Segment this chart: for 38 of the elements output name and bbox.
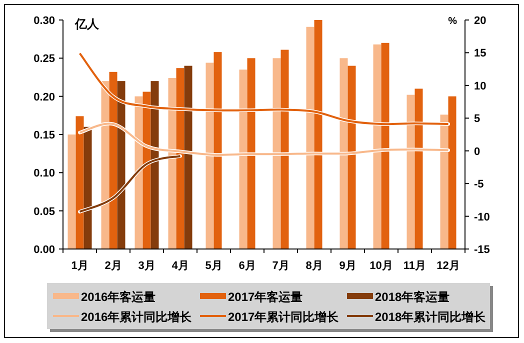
bar (76, 116, 84, 249)
y2-tick-label: 15 (474, 48, 486, 60)
legend-label: 2017年客运量 (228, 290, 303, 304)
legend-label: 2016年客运量 (81, 290, 156, 304)
x-tick-label: 7月 (272, 260, 290, 272)
y2-tick-label: 10 (474, 80, 486, 92)
legend-label: 2018年累计同比增长 (375, 310, 487, 324)
x-tick-label: 2月 (104, 260, 122, 272)
y-tick-label: 0.25 (34, 53, 55, 66)
y-tick-label: 0.10 (34, 168, 55, 180)
legend-label: 2018年客运量 (375, 290, 450, 304)
x-tick-label: 8月 (306, 260, 323, 272)
y2-tick-label: -10 (474, 211, 490, 224)
x-tick-label: 1月 (71, 260, 88, 272)
y2-tick-label: -15 (474, 244, 490, 256)
y2-tick-label: -5 (474, 178, 484, 191)
y2-tick-label: 0 (474, 146, 480, 158)
bar (68, 134, 76, 249)
x-tick-label: 11月 (403, 260, 426, 272)
bar (184, 66, 192, 249)
y-tick-label: 0.20 (34, 91, 55, 104)
y-tick-label: 0.15 (34, 130, 55, 142)
x-tick-label: 4月 (172, 260, 189, 272)
x-tick-label: 3月 (138, 260, 156, 272)
y2-tick-label: 20 (474, 15, 486, 27)
x-tick-label: 10月 (370, 260, 393, 272)
y2-axis-title: % (448, 16, 458, 27)
x-tick-label: 6月 (238, 260, 256, 272)
y-tick-label: 0.05 (34, 206, 55, 218)
y-tick-label: 0.30 (34, 15, 55, 27)
x-tick-label: 12月 (436, 260, 460, 272)
legend-label: 2016年累计同比增长 (81, 310, 193, 324)
y-axis-title: 亿人 (74, 17, 100, 31)
y-tick-label: 0.00 (34, 244, 55, 256)
x-tick-label: 9月 (339, 260, 356, 272)
y2-tick-label: 5 (474, 113, 480, 126)
legend-label: 2017年累计同比增长 (228, 310, 340, 324)
x-tick-label: 5月 (205, 260, 222, 272)
